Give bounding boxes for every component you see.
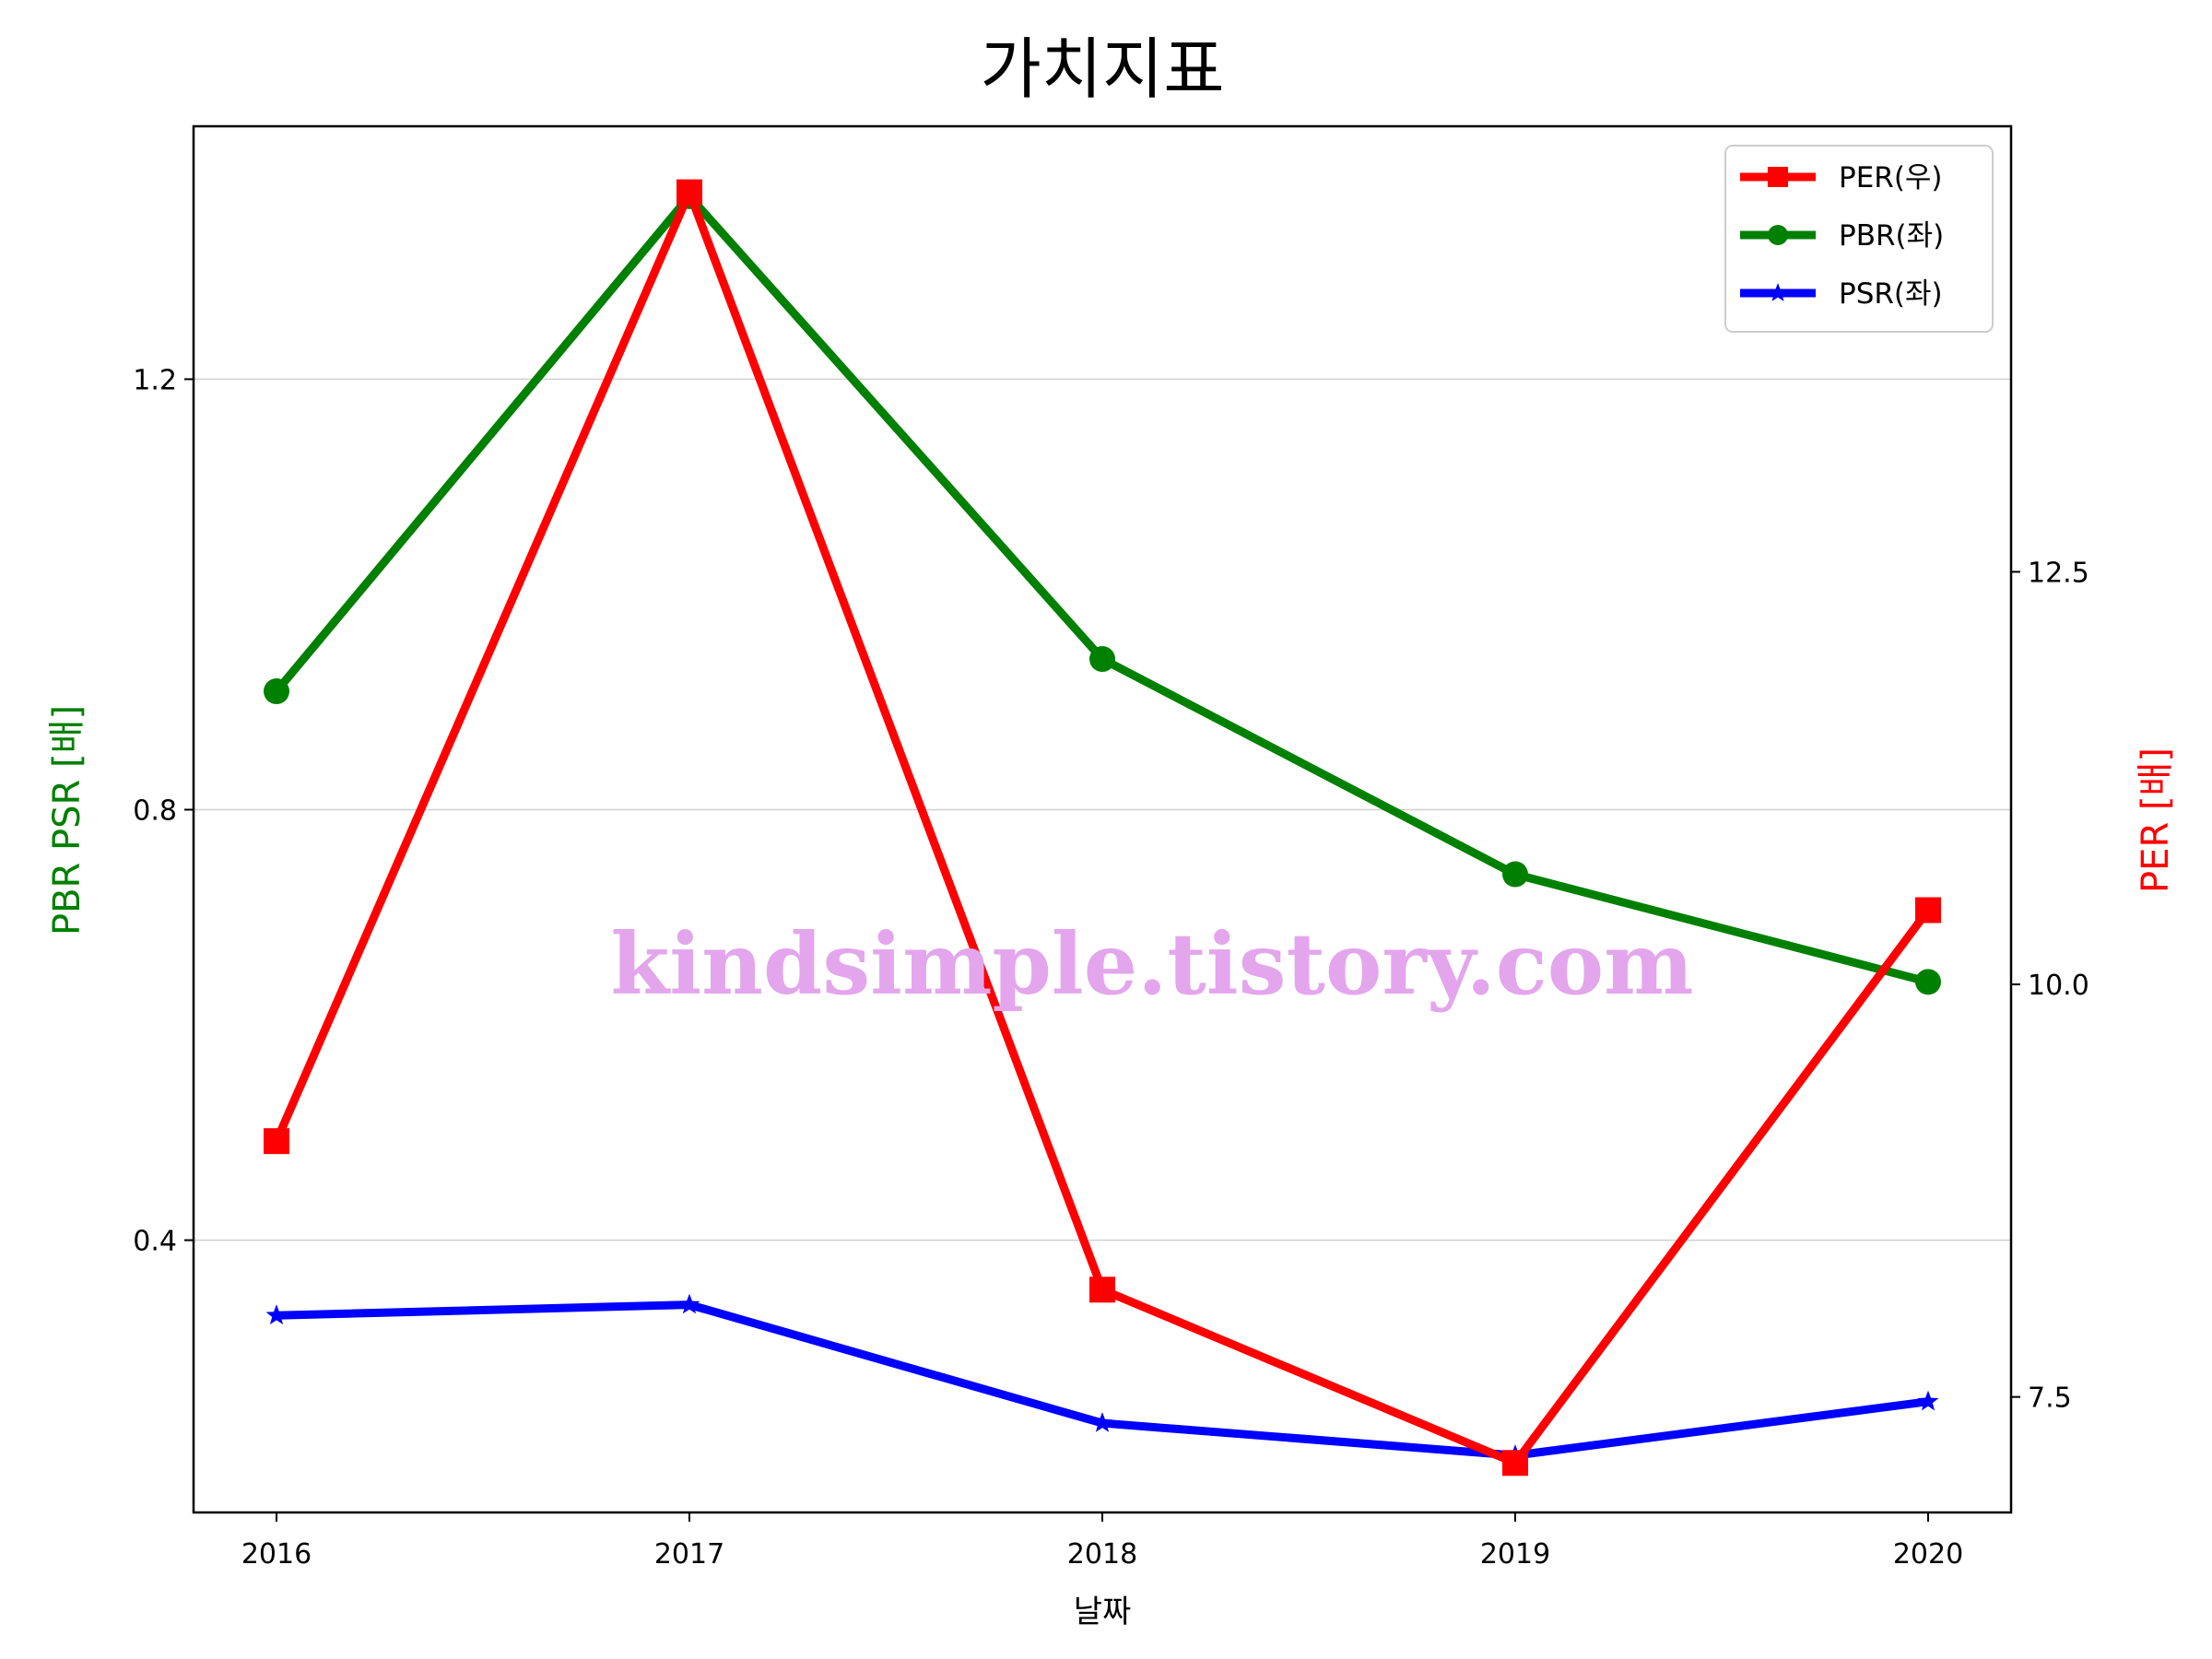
legend-label-psr: PSR(좌) [1839, 277, 1943, 311]
x-tick-label: 2016 [241, 1538, 312, 1571]
legend-marker-psr [1768, 283, 1788, 301]
legend-label-per: PER(우) [1839, 161, 1943, 194]
data-point-psr [1917, 1390, 1939, 1411]
watermark-text: kindsimple.tistory.com [610, 914, 1693, 1014]
left-tick-label: 0.4 [133, 1226, 177, 1258]
legend-item-per: PER(우) [1740, 161, 1943, 194]
data-point-psr [678, 1293, 700, 1314]
left-tick-label: 0.8 [133, 794, 177, 827]
data-point-per [264, 1128, 289, 1155]
series-layer [264, 179, 1941, 1477]
data-point-pbr [1089, 646, 1115, 673]
legend-box [1724, 145, 1994, 333]
right-axis-ticks: 7.5 10.0 12.5 [2011, 557, 2089, 1415]
x-tick-label: 2020 [1893, 1538, 1963, 1571]
x-tick-label: 2017 [654, 1538, 724, 1571]
left-tick-label: 1.2 [133, 364, 177, 396]
right-axis-title: PER [배] [2135, 747, 2177, 893]
legend-item-psr: PSR(좌) [1740, 277, 1943, 311]
data-point-per [1915, 897, 1941, 924]
legend-marker-per [1768, 167, 1788, 187]
left-axis-ticks: 0.4 0.8 1.2 [133, 364, 194, 1258]
right-tick-label: 10.0 [2028, 970, 2089, 1002]
legend-item-pbr: PBR(좌) [1740, 219, 1944, 253]
chart-title: 가치지표 [981, 30, 1225, 108]
series-per [264, 179, 1941, 1477]
data-point-pbr [1502, 861, 1528, 888]
data-point-pbr [1915, 969, 1941, 995]
legend-label-pbr: PBR(좌) [1839, 219, 1944, 253]
data-point-per [1089, 1277, 1115, 1303]
left-axis-title: PBR PSR [배] [46, 705, 88, 935]
x-axis-title: 날짜 [1074, 1594, 1132, 1630]
right-tick-label: 7.5 [2028, 1382, 2072, 1415]
legend-marker-pbr [1768, 225, 1788, 245]
legend: PER(우) PBR(좌) PSR(좌) [1724, 145, 1994, 333]
data-point-psr [1091, 1412, 1113, 1432]
x-tick-label: 2019 [1480, 1538, 1550, 1571]
data-point-psr [265, 1304, 288, 1324]
data-point-per [1502, 1450, 1528, 1477]
data-point-per [677, 179, 702, 206]
data-point-pbr [264, 678, 289, 705]
right-tick-label: 12.5 [2028, 557, 2089, 589]
x-tick-label: 2018 [1067, 1538, 1137, 1571]
gridlines [194, 378, 2011, 1241]
x-axis-ticks: 2016 2017 2018 2019 2020 [241, 1512, 1963, 1571]
